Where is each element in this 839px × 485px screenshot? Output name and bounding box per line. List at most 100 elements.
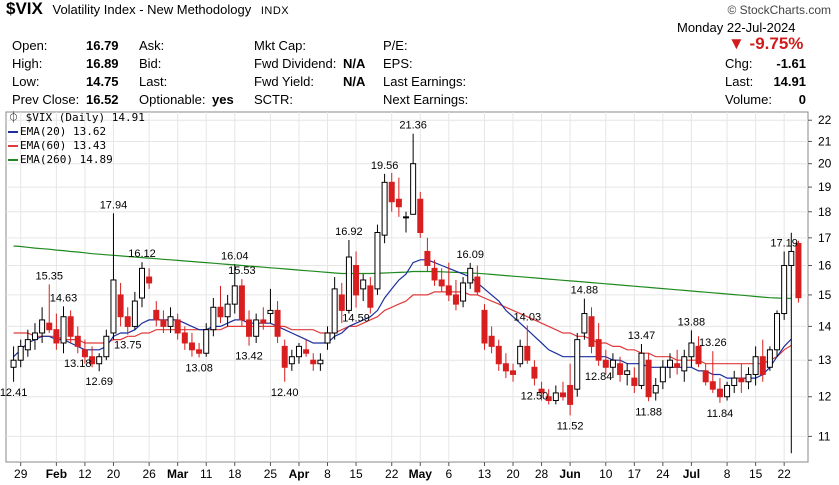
mktcap-label: Mkt Cap: [254, 38, 307, 53]
candle-body [467, 267, 474, 284]
candle-body [146, 276, 153, 284]
price-annotation: 12.84 [585, 371, 613, 383]
high-value: 16.89 [86, 56, 119, 71]
candle-body [545, 396, 552, 402]
candle-body [581, 313, 588, 334]
x-tick-label: 11 [200, 467, 213, 481]
candle-body [24, 339, 31, 351]
x-tick-label: 15 [349, 467, 363, 481]
fwd-dividend-value: N/A [343, 56, 366, 71]
plot-frame [5, 111, 809, 463]
candle-body [766, 349, 773, 368]
x-tick-label: 24 [656, 467, 670, 481]
open-label: Open: [12, 38, 48, 53]
candle-body [281, 345, 288, 368]
y-tick-label: 15 [818, 288, 832, 302]
candle-body [267, 309, 274, 315]
candle-body [139, 267, 145, 299]
candle-body [531, 366, 538, 379]
candle-body [759, 356, 766, 375]
price-annotation: 12.50 [521, 390, 549, 402]
fwd-dividend-label: Fwd Dividend: [254, 56, 337, 71]
candle-body [624, 370, 631, 375]
candle-body [96, 356, 103, 365]
candle-body [231, 285, 238, 305]
candle-body [638, 352, 645, 386]
candle-body [74, 335, 81, 347]
price-annotation: 12.40 [271, 387, 299, 399]
candle-body [203, 329, 210, 354]
candle-body [631, 377, 638, 386]
candle-body [652, 384, 659, 394]
x-tick-label: Jul [683, 467, 700, 481]
candle-body [588, 316, 595, 347]
candle-body [89, 356, 96, 365]
x-tick-label: 29 [14, 467, 28, 481]
candle-body [53, 329, 60, 344]
candle-body [481, 309, 488, 344]
candle-body [103, 335, 110, 358]
price-annotation: 13.75 [114, 340, 142, 352]
x-tick-label: 10 [599, 467, 613, 481]
price-annotation: 13.08 [185, 362, 213, 374]
candle-body [210, 306, 217, 331]
low-value: 14.75 [86, 74, 119, 89]
candle-body [31, 332, 38, 341]
candle-body [367, 285, 374, 308]
ask-label: Ask: [139, 38, 165, 53]
price-annotation: 13.88 [678, 316, 706, 328]
candle-body [517, 345, 524, 365]
candle-body [260, 319, 267, 324]
candle-body [196, 349, 203, 354]
brand-watermark[interactable]: © StockCharts.com [727, 3, 831, 17]
candle-body [303, 349, 310, 354]
candle-body [10, 359, 17, 368]
prev-close-label: Prev Close: [12, 92, 80, 107]
y-tick-label: 18 [818, 205, 832, 219]
candle-body [781, 264, 788, 315]
candle-body [552, 392, 559, 402]
candle-body [188, 342, 195, 351]
price-annotation: 14.59 [342, 313, 370, 325]
price-annotation: 21.36 [399, 120, 427, 132]
candle-body [431, 267, 438, 281]
candle-body [695, 345, 702, 365]
y-tick-label: 14 [818, 319, 832, 333]
y-tick-label: 17 [818, 231, 832, 245]
candle-body [724, 384, 731, 398]
candle-body [752, 356, 759, 375]
candle-body [295, 345, 302, 358]
volume-label: Volume: [725, 92, 772, 107]
candle-body [495, 345, 502, 365]
y-tick-label: 19 [818, 180, 832, 194]
candle-body [403, 216, 409, 219]
candle-body [674, 363, 681, 368]
exchange: INDX [260, 5, 290, 17]
candle-body [460, 282, 467, 302]
x-tick-label: 20 [107, 467, 121, 481]
candle-body [524, 345, 531, 361]
last-price-value: 14.91 [773, 74, 806, 89]
candle-body [702, 370, 709, 383]
candle-body [381, 181, 388, 236]
candle-body [617, 363, 624, 375]
price-annotation: 11.84 [707, 408, 734, 420]
quote-header: $VIX Volatility Index - New Methodology … [0, 0, 839, 112]
candle-body [488, 335, 495, 347]
price-annotation: 19.56 [371, 160, 399, 172]
candle-body [81, 349, 88, 358]
candle-body [310, 359, 317, 365]
ema260-swatch-icon [8, 159, 18, 161]
x-tick-label: 18 [228, 467, 242, 481]
candle-body [253, 319, 260, 337]
candle-body [174, 319, 181, 334]
ema20-swatch-icon [8, 131, 18, 133]
candle-body [131, 300, 138, 327]
chart-title: $VIX Volatility Index - New Methodology … [6, 0, 290, 19]
x-tick-label: 28 [535, 467, 549, 481]
symbol: $VIX [6, 0, 43, 18]
candle-body [709, 381, 716, 390]
legend-ema20: EMA(20) 13.62 [8, 125, 106, 139]
last-price-label: Last: [725, 74, 754, 89]
